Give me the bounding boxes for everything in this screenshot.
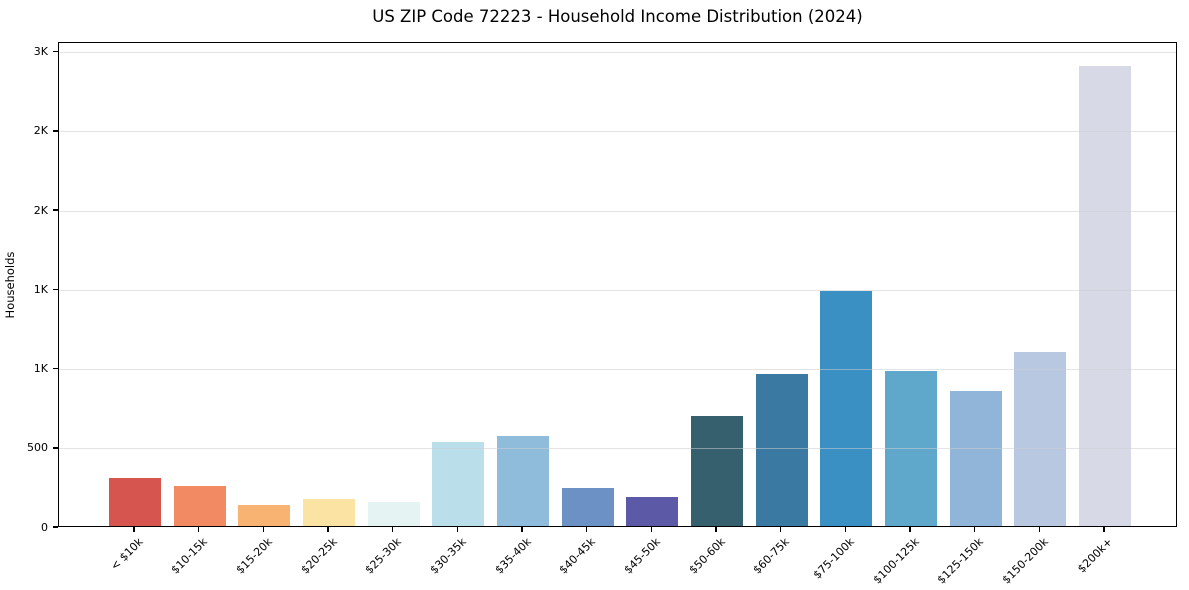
x-axis-tick bbox=[844, 527, 847, 532]
x-axis-tick bbox=[262, 527, 265, 532]
x-tick-label: $25-30k bbox=[362, 535, 405, 577]
x-axis-tick bbox=[585, 527, 588, 532]
bar--10k bbox=[109, 477, 161, 526]
x-tick-label: $50-60k bbox=[686, 535, 728, 577]
x-tick-label: $45-50k bbox=[621, 535, 663, 577]
gridline-1K-3 bbox=[59, 289, 1176, 291]
x-tick-label: < $10k bbox=[107, 535, 146, 573]
gridline-1K-2 bbox=[59, 369, 1176, 370]
x-axis-tick bbox=[973, 527, 976, 532]
x-tick-label: $100-125k bbox=[870, 535, 922, 587]
x-tick-label: $150-200k bbox=[999, 535, 1051, 587]
x-tick-label: $75-100k bbox=[810, 535, 857, 582]
bar--150-200k bbox=[1014, 352, 1067, 526]
x-tick-label: $15-20k bbox=[233, 535, 275, 577]
y-axis-tick bbox=[53, 288, 58, 290]
bar--50-60k bbox=[691, 415, 744, 526]
x-axis-tick bbox=[715, 527, 717, 532]
x-tick-label: $125-150k bbox=[935, 535, 987, 587]
x-axis-tick bbox=[133, 527, 135, 532]
y-axis-tick bbox=[53, 209, 58, 211]
bar--60-75k bbox=[755, 373, 808, 526]
y-tick-label: 1K bbox=[33, 282, 48, 296]
y-axis-tick bbox=[53, 447, 58, 449]
x-tick-label: $40-45k bbox=[556, 535, 599, 577]
y-axis-tick bbox=[53, 367, 58, 370]
gridline-3K-6 bbox=[59, 52, 1176, 53]
bar--40-45k bbox=[561, 487, 614, 526]
x-tick-label: $35-40k bbox=[492, 535, 534, 577]
y-tick-label: 500 bbox=[27, 441, 48, 455]
x-axis-tick bbox=[779, 527, 782, 532]
y-axis-tick bbox=[53, 526, 58, 528]
bar--20-25k bbox=[303, 499, 355, 526]
y-tick-label: 3K bbox=[33, 45, 48, 58]
bar--25-30k bbox=[367, 502, 420, 526]
x-axis-tick bbox=[521, 527, 523, 532]
x-axis-tick bbox=[327, 527, 329, 532]
x-tick-label: $10-15k bbox=[168, 535, 211, 577]
x-axis-tick bbox=[1038, 527, 1041, 532]
x-axis-tick bbox=[1103, 527, 1105, 532]
x-tick-label: $60-75k bbox=[750, 535, 793, 577]
x-axis-tick bbox=[391, 527, 394, 532]
x-axis-tick bbox=[909, 527, 911, 532]
y-axis-tick bbox=[53, 130, 58, 132]
bar--30-35k bbox=[432, 442, 485, 526]
y-tick-label: 2K bbox=[33, 203, 48, 217]
y-tick-label: 1K bbox=[33, 362, 48, 375]
plot-area bbox=[58, 42, 1177, 527]
x-axis-tick bbox=[197, 527, 200, 532]
x-tick-label: $20-25k bbox=[298, 535, 340, 577]
x-tick-label: $30-35k bbox=[427, 535, 469, 577]
bar--10-15k bbox=[173, 486, 226, 526]
x-axis-tick bbox=[456, 527, 459, 532]
y-tick-label: 0 bbox=[41, 520, 48, 534]
bar--200k+ bbox=[1079, 66, 1132, 526]
chart-title: US ZIP Code 72223 - Household Income Dis… bbox=[372, 7, 863, 26]
bar--15-20k bbox=[238, 505, 291, 526]
y-axis-tick bbox=[53, 50, 58, 53]
y-tick-label: 2K bbox=[33, 124, 48, 138]
x-tick-label: $200k+ bbox=[1075, 535, 1116, 576]
bar--125-150k bbox=[949, 390, 1002, 526]
bar--35-40k bbox=[497, 436, 550, 526]
x-axis-tick bbox=[650, 527, 653, 532]
gridline-500-1 bbox=[59, 448, 1176, 450]
bar--45-50k bbox=[626, 496, 679, 526]
gridline-2K-5 bbox=[59, 131, 1176, 133]
bar--75-100k bbox=[820, 291, 873, 526]
gridline-2K-4 bbox=[59, 210, 1176, 212]
